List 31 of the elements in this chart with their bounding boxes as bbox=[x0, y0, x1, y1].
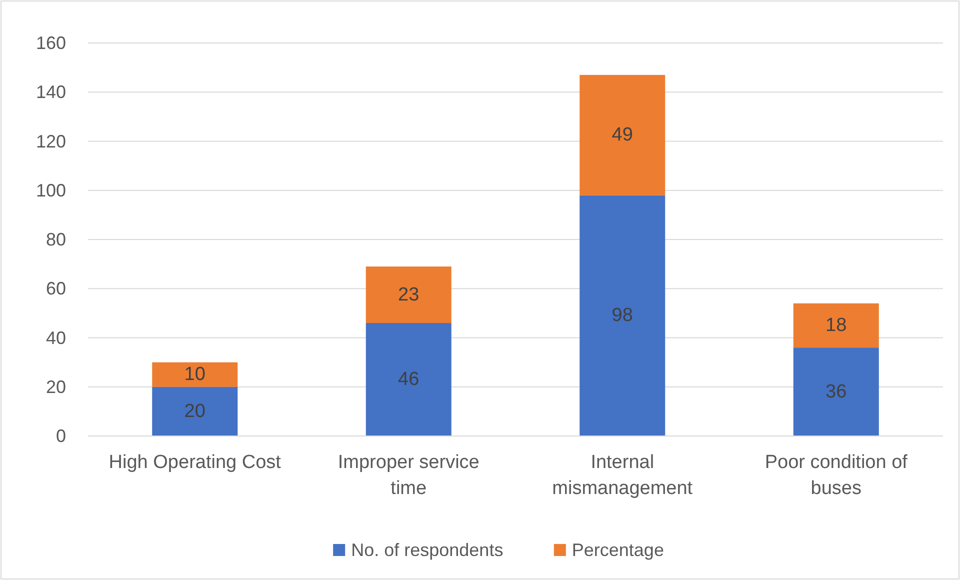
bar bbox=[793, 303, 879, 348]
y-tick-label: 120 bbox=[36, 131, 66, 152]
bar bbox=[366, 323, 452, 436]
data-label: 36 bbox=[826, 381, 847, 402]
x-tick-label: Poor condition of buses bbox=[764, 452, 908, 499]
legend-label: Percentage bbox=[572, 540, 664, 560]
y-tick-label: 140 bbox=[36, 82, 66, 102]
y-tick-label: 60 bbox=[46, 278, 66, 299]
data-label: 46 bbox=[398, 369, 420, 390]
data-label: 49 bbox=[612, 124, 633, 146]
x-tick-label: Improper service time bbox=[338, 452, 480, 499]
bar bbox=[580, 195, 666, 436]
y-tick-label: 20 bbox=[46, 376, 66, 397]
data-label: 18 bbox=[826, 314, 847, 336]
bar bbox=[152, 386, 238, 436]
y-tick-label: 100 bbox=[36, 180, 66, 200]
bar bbox=[152, 362, 238, 387]
data-label: 10 bbox=[184, 364, 206, 386]
bar bbox=[793, 348, 879, 436]
y-tick-label: 160 bbox=[36, 33, 66, 53]
legend-label: No. of respondents bbox=[351, 540, 504, 560]
bar bbox=[580, 74, 666, 196]
bar bbox=[366, 266, 452, 324]
data-label: 98 bbox=[612, 305, 633, 326]
data-label: 23 bbox=[398, 284, 420, 306]
x-tick-label: High Operating Cost bbox=[108, 452, 282, 473]
y-tick-label: 40 bbox=[46, 328, 66, 348]
y-tick-label: 80 bbox=[46, 230, 66, 250]
data-label: 20 bbox=[184, 400, 206, 422]
y-tick-label: 0 bbox=[56, 426, 66, 446]
x-tick-label: Internal mismanagement bbox=[552, 452, 694, 499]
